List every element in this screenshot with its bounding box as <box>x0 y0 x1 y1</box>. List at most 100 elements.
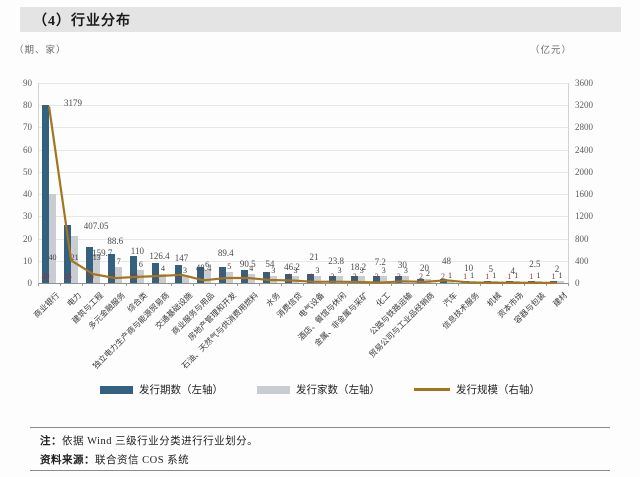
legend-label: 发行家数（左轴） <box>296 385 380 396</box>
right-axis-tick-label: 3200 <box>575 100 593 111</box>
legend-bar-swatch <box>257 385 290 394</box>
x-axis-tick <box>479 283 481 286</box>
legend-item-1: 发行家数（左轴） <box>257 382 380 397</box>
left-axis-tick-label: 80 <box>23 100 32 111</box>
right-axis-tick-label: 2000 <box>575 166 593 177</box>
issuance-scale-label: 54 <box>265 259 275 269</box>
right-axis-line <box>568 83 569 283</box>
right-axis-tick-label: 1600 <box>575 189 593 200</box>
footer-divider-top <box>30 427 610 428</box>
bar-issuer-count <box>512 280 520 283</box>
bar-issuance-count <box>483 280 491 283</box>
bar-issuance-count <box>527 280 535 283</box>
plot-gridline <box>38 127 568 129</box>
plot-gridline <box>38 194 568 196</box>
legend-label: 发行规模（右轴） <box>456 385 540 396</box>
category-label: 建材 <box>551 290 570 309</box>
bar-issuer-count <box>49 194 57 283</box>
issuance-scale-label: 4 <box>510 265 516 276</box>
bar-issuer-count <box>490 280 498 283</box>
issuance-scale-label: 5 <box>488 263 493 274</box>
issuance-scale-label: 3179 <box>64 98 83 109</box>
right-axis-tick-label: 400 <box>575 255 589 266</box>
x-axis-tick <box>104 283 106 286</box>
x-axis-tick <box>38 283 39 286</box>
x-axis-tick <box>325 283 327 286</box>
x-axis-tick <box>280 283 282 286</box>
issuance-scale-label: 30 <box>397 260 407 271</box>
x-axis-tick <box>236 283 238 286</box>
issuance-scale-label: 89.4 <box>217 248 234 259</box>
issuance-count-label: 13 <box>107 272 116 281</box>
right-axis-tick-label: 1200 <box>575 211 593 222</box>
x-axis-tick <box>523 283 525 286</box>
source-line: 资料来源：联合资信 COS 系统 <box>40 452 189 467</box>
footer-divider-bottom <box>30 470 610 471</box>
issuance-scale-label: 48.4 <box>195 263 212 274</box>
issuance-scale-label: 20 <box>419 262 429 273</box>
issuance-scale-label: 2 <box>554 263 560 274</box>
legend-item-0: 发行期数（左轴） <box>100 382 223 397</box>
note-line: 注：依据 Wind 三级行业分类进行行业划分。 <box>40 433 258 448</box>
x-axis-tick <box>391 283 393 286</box>
right-axis-tick-label: 3600 <box>575 78 593 88</box>
issuance-count-label: 12 <box>129 272 138 281</box>
x-axis-tick <box>413 283 415 286</box>
issuance-scale-label: 126.4 <box>149 250 170 261</box>
bar-issuer-count <box>534 280 542 283</box>
x-axis-tick <box>435 283 437 286</box>
issuance-scale-label: 110 <box>130 245 144 256</box>
left-axis-tick-label: 60 <box>23 144 32 155</box>
note-prefix: 注： <box>40 436 62 447</box>
legend-bar-swatch <box>100 385 133 394</box>
x-axis-tick <box>148 283 150 286</box>
plot-gridline <box>38 105 568 107</box>
section-title-strip: （4）行业分布 <box>20 7 621 32</box>
issuer-count-label: 7 <box>116 257 121 267</box>
x-axis-tick <box>347 283 349 286</box>
plot-gridline <box>38 216 568 218</box>
x-axis-tick <box>258 283 260 286</box>
plot-gridline <box>38 83 568 84</box>
issuance-count-label: 16 <box>85 272 94 281</box>
bar-issuance-count <box>461 280 469 283</box>
x-axis-tick <box>214 283 216 286</box>
issuance-scale-label: 10 <box>464 263 474 274</box>
bar-issuance-count <box>42 105 50 283</box>
issuance-scale-label: 46.2 <box>284 262 300 273</box>
left-axis-tick-label: 90 <box>23 78 32 88</box>
bar-issuer-count <box>468 280 476 283</box>
right-axis-tick-label: 2800 <box>575 122 593 133</box>
left-axis-tick-label: 70 <box>23 122 32 133</box>
bar-issuance-count <box>549 280 557 283</box>
source-text: 联合资信 COS 系统 <box>95 455 190 466</box>
x-axis-tick <box>126 283 128 286</box>
issuance-count-label: 9 <box>153 272 158 281</box>
legend-line-swatch <box>414 388 450 391</box>
left-axis-tick-label: 40 <box>23 189 32 200</box>
issuance-scale-label: 21 <box>309 251 319 262</box>
bar-issuance-count <box>505 280 513 283</box>
issuer-count-label: 6 <box>138 259 143 269</box>
left-axis-line <box>38 83 39 283</box>
plot-gridline <box>38 149 568 151</box>
issuance-scale-label: 7.2 <box>374 256 386 267</box>
left-axis-unit-label: （期、家） <box>14 46 67 56</box>
issuance-count-label: 7 <box>220 272 225 281</box>
issuance-scale-label: 90.5 <box>239 258 256 269</box>
issuance-scale-label: 159.7 <box>92 248 113 259</box>
issuance-count-label: 80 <box>41 272 50 281</box>
plot-gridline <box>38 171 568 173</box>
x-axis-tick <box>369 283 371 286</box>
issuance-scale-label: 88.6 <box>107 236 124 247</box>
issuer-count-label: 40 <box>48 253 57 262</box>
issuer-count-label: 4 <box>160 264 165 274</box>
issuance-scale-label: 2.5 <box>529 258 541 269</box>
x-axis-tick <box>60 283 62 286</box>
x-axis-tick <box>303 283 304 286</box>
right-axis-tick-label: 2400 <box>575 144 593 155</box>
x-axis-tick <box>170 283 172 286</box>
x-axis-tick <box>501 283 503 286</box>
